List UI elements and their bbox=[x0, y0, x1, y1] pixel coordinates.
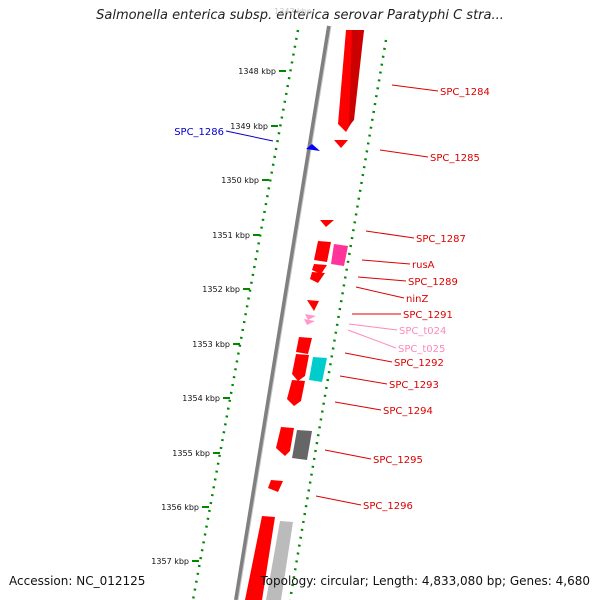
gene-label-spc-1294[interactable]: SPC_1294 bbox=[383, 406, 433, 417]
gene-leader-line bbox=[355, 286, 405, 299]
gene-block-bottom-grey[interactable] bbox=[266, 521, 293, 600]
kbp-label: 1353 kbp bbox=[192, 340, 230, 349]
gene-leader-line bbox=[348, 323, 398, 331]
gene-leader-line bbox=[357, 276, 407, 282]
gene-label-spc-1295[interactable]: SPC_1295 bbox=[373, 455, 423, 466]
kbp-label: 1357 kbp bbox=[151, 557, 189, 566]
kbp-label: 1349 kbp bbox=[230, 122, 268, 131]
gene-labels: SPC_1284 SPC_1285 SPC_1286 SPC_1287 rusA SPC_… bbox=[174, 84, 490, 512]
gene-arrow-spc-t025[interactable] bbox=[304, 319, 315, 325]
gene-block-rusA-left[interactable] bbox=[314, 241, 331, 262]
kbp-label: 1355 kbp bbox=[172, 449, 210, 458]
gene-label-spc-t024[interactable]: SPC_t024 bbox=[399, 326, 446, 337]
genome-title: Salmonella enterica subsp. enterica sero… bbox=[96, 8, 504, 23]
kbp-label: 1351 kbp bbox=[212, 231, 250, 240]
gene-label-spc-1291[interactable]: SPC_1291 bbox=[403, 310, 453, 321]
tick-ring-outer bbox=[288, 39, 388, 600]
topology-summary: Topology: circular; Length: 4,833,080 bp… bbox=[260, 574, 590, 588]
gene-label-spc-1284[interactable]: SPC_1284 bbox=[440, 87, 490, 98]
gene-leader-line bbox=[344, 352, 393, 363]
gene-label-spc-1293[interactable]: SPC_1293 bbox=[389, 380, 439, 391]
gene-block-spc-1293[interactable] bbox=[292, 354, 309, 381]
accession-text: Accession: NC_012125 bbox=[9, 574, 146, 588]
gene-block-spc-1295[interactable] bbox=[276, 427, 294, 456]
gene-block-pseudo[interactable] bbox=[292, 430, 312, 460]
gene-arrow-spc-1291[interactable] bbox=[307, 300, 319, 311]
tick-ring-inner bbox=[191, 29, 300, 600]
kbp-label: 1350 kbp bbox=[221, 176, 259, 185]
genome-backbone bbox=[234, 25, 331, 600]
kbp-scale: 1348 kbp 1349 kbp 1350 kbp 1351 kbp 1352 kbp… bbox=[151, 7, 312, 566]
gene-block-spc-1284-shade[interactable] bbox=[349, 30, 364, 126]
gene-leader-line bbox=[347, 329, 397, 349]
gene-leader-line bbox=[379, 149, 429, 158]
kbp-label: 1356 kbp bbox=[161, 503, 199, 512]
gene-block-misc[interactable] bbox=[309, 357, 327, 382]
gene-arrow-spc-1286[interactable] bbox=[306, 144, 320, 151]
kbp-label-partial: 1347 kbp bbox=[274, 7, 312, 16]
gene-block-rusA[interactable] bbox=[331, 244, 348, 266]
gene-leader-line bbox=[391, 84, 439, 92]
gene-label-rusa[interactable]: rusA bbox=[412, 260, 435, 271]
gene-label-spc-1285[interactable]: SPC_1285 bbox=[430, 153, 480, 164]
kbp-label: 1348 kbp bbox=[238, 67, 276, 76]
gene-label-ninz[interactable]: ninZ bbox=[406, 294, 428, 305]
kbp-label: 1354 kbp bbox=[182, 394, 220, 403]
gene-arrow-spc-1289[interactable] bbox=[312, 264, 327, 274]
gene-label-spc-1296[interactable]: SPC_1296 bbox=[363, 501, 413, 512]
gene-label-spc-t025[interactable]: SPC_t025 bbox=[398, 344, 445, 355]
gene-arrow-ninZ[interactable] bbox=[310, 272, 325, 283]
gene-leader-line bbox=[324, 449, 372, 460]
gene-leader-line bbox=[334, 401, 382, 411]
gene-block-bottom[interactable] bbox=[245, 516, 275, 600]
gene-leader-line bbox=[361, 259, 411, 265]
gene-arrow-spc-t024[interactable] bbox=[305, 314, 316, 320]
kbp-label: 1352 kbp bbox=[202, 285, 240, 294]
gene-label-spc-1286[interactable]: SPC_1286 bbox=[174, 127, 224, 138]
gene-label-spc-1287[interactable]: SPC_1287 bbox=[416, 234, 466, 245]
gene-label-spc-1289[interactable]: SPC_1289 bbox=[408, 277, 458, 288]
gene-leader-line bbox=[365, 230, 415, 239]
gene-arrow-spc-1285[interactable] bbox=[334, 140, 348, 148]
gene-arrow-spc-1287[interactable] bbox=[320, 220, 334, 227]
gene-block-spc-1294[interactable] bbox=[287, 380, 305, 406]
gene-label-spc-1292[interactable]: SPC_1292 bbox=[394, 358, 444, 369]
gene-features bbox=[245, 30, 364, 600]
gene-leader-line bbox=[339, 375, 388, 385]
gene-arrow-spc-1296[interactable] bbox=[268, 480, 283, 492]
gene-leader-line bbox=[225, 130, 274, 142]
gene-leader-line bbox=[315, 495, 362, 506]
gene-block-spc-1292[interactable] bbox=[296, 337, 312, 354]
